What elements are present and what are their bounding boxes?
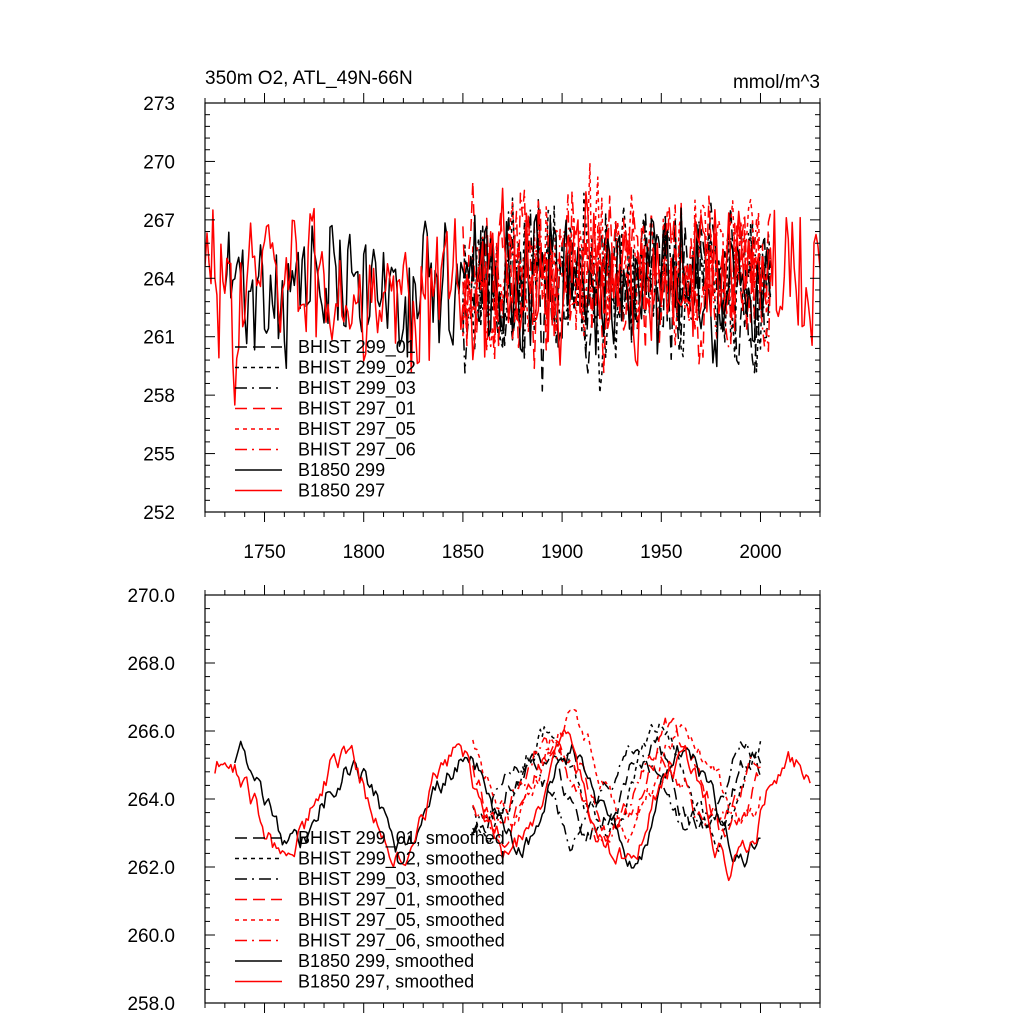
plot-frame [204,102,821,513]
series-line [472,723,762,852]
y-tick-label: 270.0 [127,586,175,607]
y-tick-label: 273 [143,94,175,115]
chart-title: 350m O2, ATL_49N-66N [205,68,413,89]
legend-label: BHIST 299_01 [298,337,416,358]
legend-label: BHIST 299_03 [298,378,416,399]
x-tick-label: 1750 [243,542,285,563]
y-tick-label: 255 [143,445,175,466]
units-label: mmol/m^3 [733,72,820,93]
x-tick-label: 1850 [442,542,484,563]
y-tick-label: 266.0 [127,722,175,743]
legend-label: BHIST 297_01, smoothed [298,890,505,911]
legend-label: BHIST 297_05, smoothed [298,910,505,931]
legend-label: BHIST 297_06, smoothed [298,931,505,952]
series-line [472,717,762,848]
legend-label: B1850 299, smoothed [298,951,474,971]
top-panel: 350m O2, ATL_49N-66N mmol/m^3 252 255 258 2… [143,68,821,563]
y-tick-label: 270 [143,152,175,173]
legend-label: B1850 297 [298,481,385,501]
x-tick-label: 1950 [640,542,682,563]
legend-label: BHIST 299_01, smoothed [298,828,505,849]
y-tick-label: 268.0 [127,654,175,675]
x-tick-label: 2000 [739,542,781,563]
series-group [214,708,811,882]
legend-label: BHIST 299_02 [298,358,416,379]
y-tick-label: 262.0 [127,858,175,879]
x-tick-label: 1800 [343,542,385,563]
y-tick-label: 261 [143,328,175,349]
series-line [472,736,762,843]
legend-label: BHIST 297_01 [298,399,416,420]
legend-label: B1850 297, smoothed [298,972,474,992]
legend-label: BHIST 299_02, smoothed [298,849,505,870]
series-line [214,728,811,882]
series-line [205,187,820,406]
y-tick-label: 264 [143,269,175,290]
y-tick-label: 258 [143,386,175,407]
y-tick-label: 252 [143,503,175,524]
y-tick-label: 264.0 [127,790,175,811]
series-line [472,741,762,852]
series-line [234,740,761,869]
legend-label: BHIST 297_06 [298,440,416,461]
y-tick-label: 258.0 [127,994,175,1015]
y-tick-label: 267 [143,211,175,232]
legend-label: BHIST 299_03, smoothed [298,869,505,890]
legend-label: B1850 299 [298,460,385,480]
y-tick-label: 260.0 [127,926,175,947]
x-tick-label: 1900 [541,542,583,563]
bottom-panel: 258.0 260.0 262.0 264.0 266.0 268.0 270.0 BHIST… [127,585,821,1015]
series-line [472,708,762,844]
series-group [205,162,820,406]
legend-label: BHIST 297_05 [298,419,416,440]
series-line [472,737,761,843]
